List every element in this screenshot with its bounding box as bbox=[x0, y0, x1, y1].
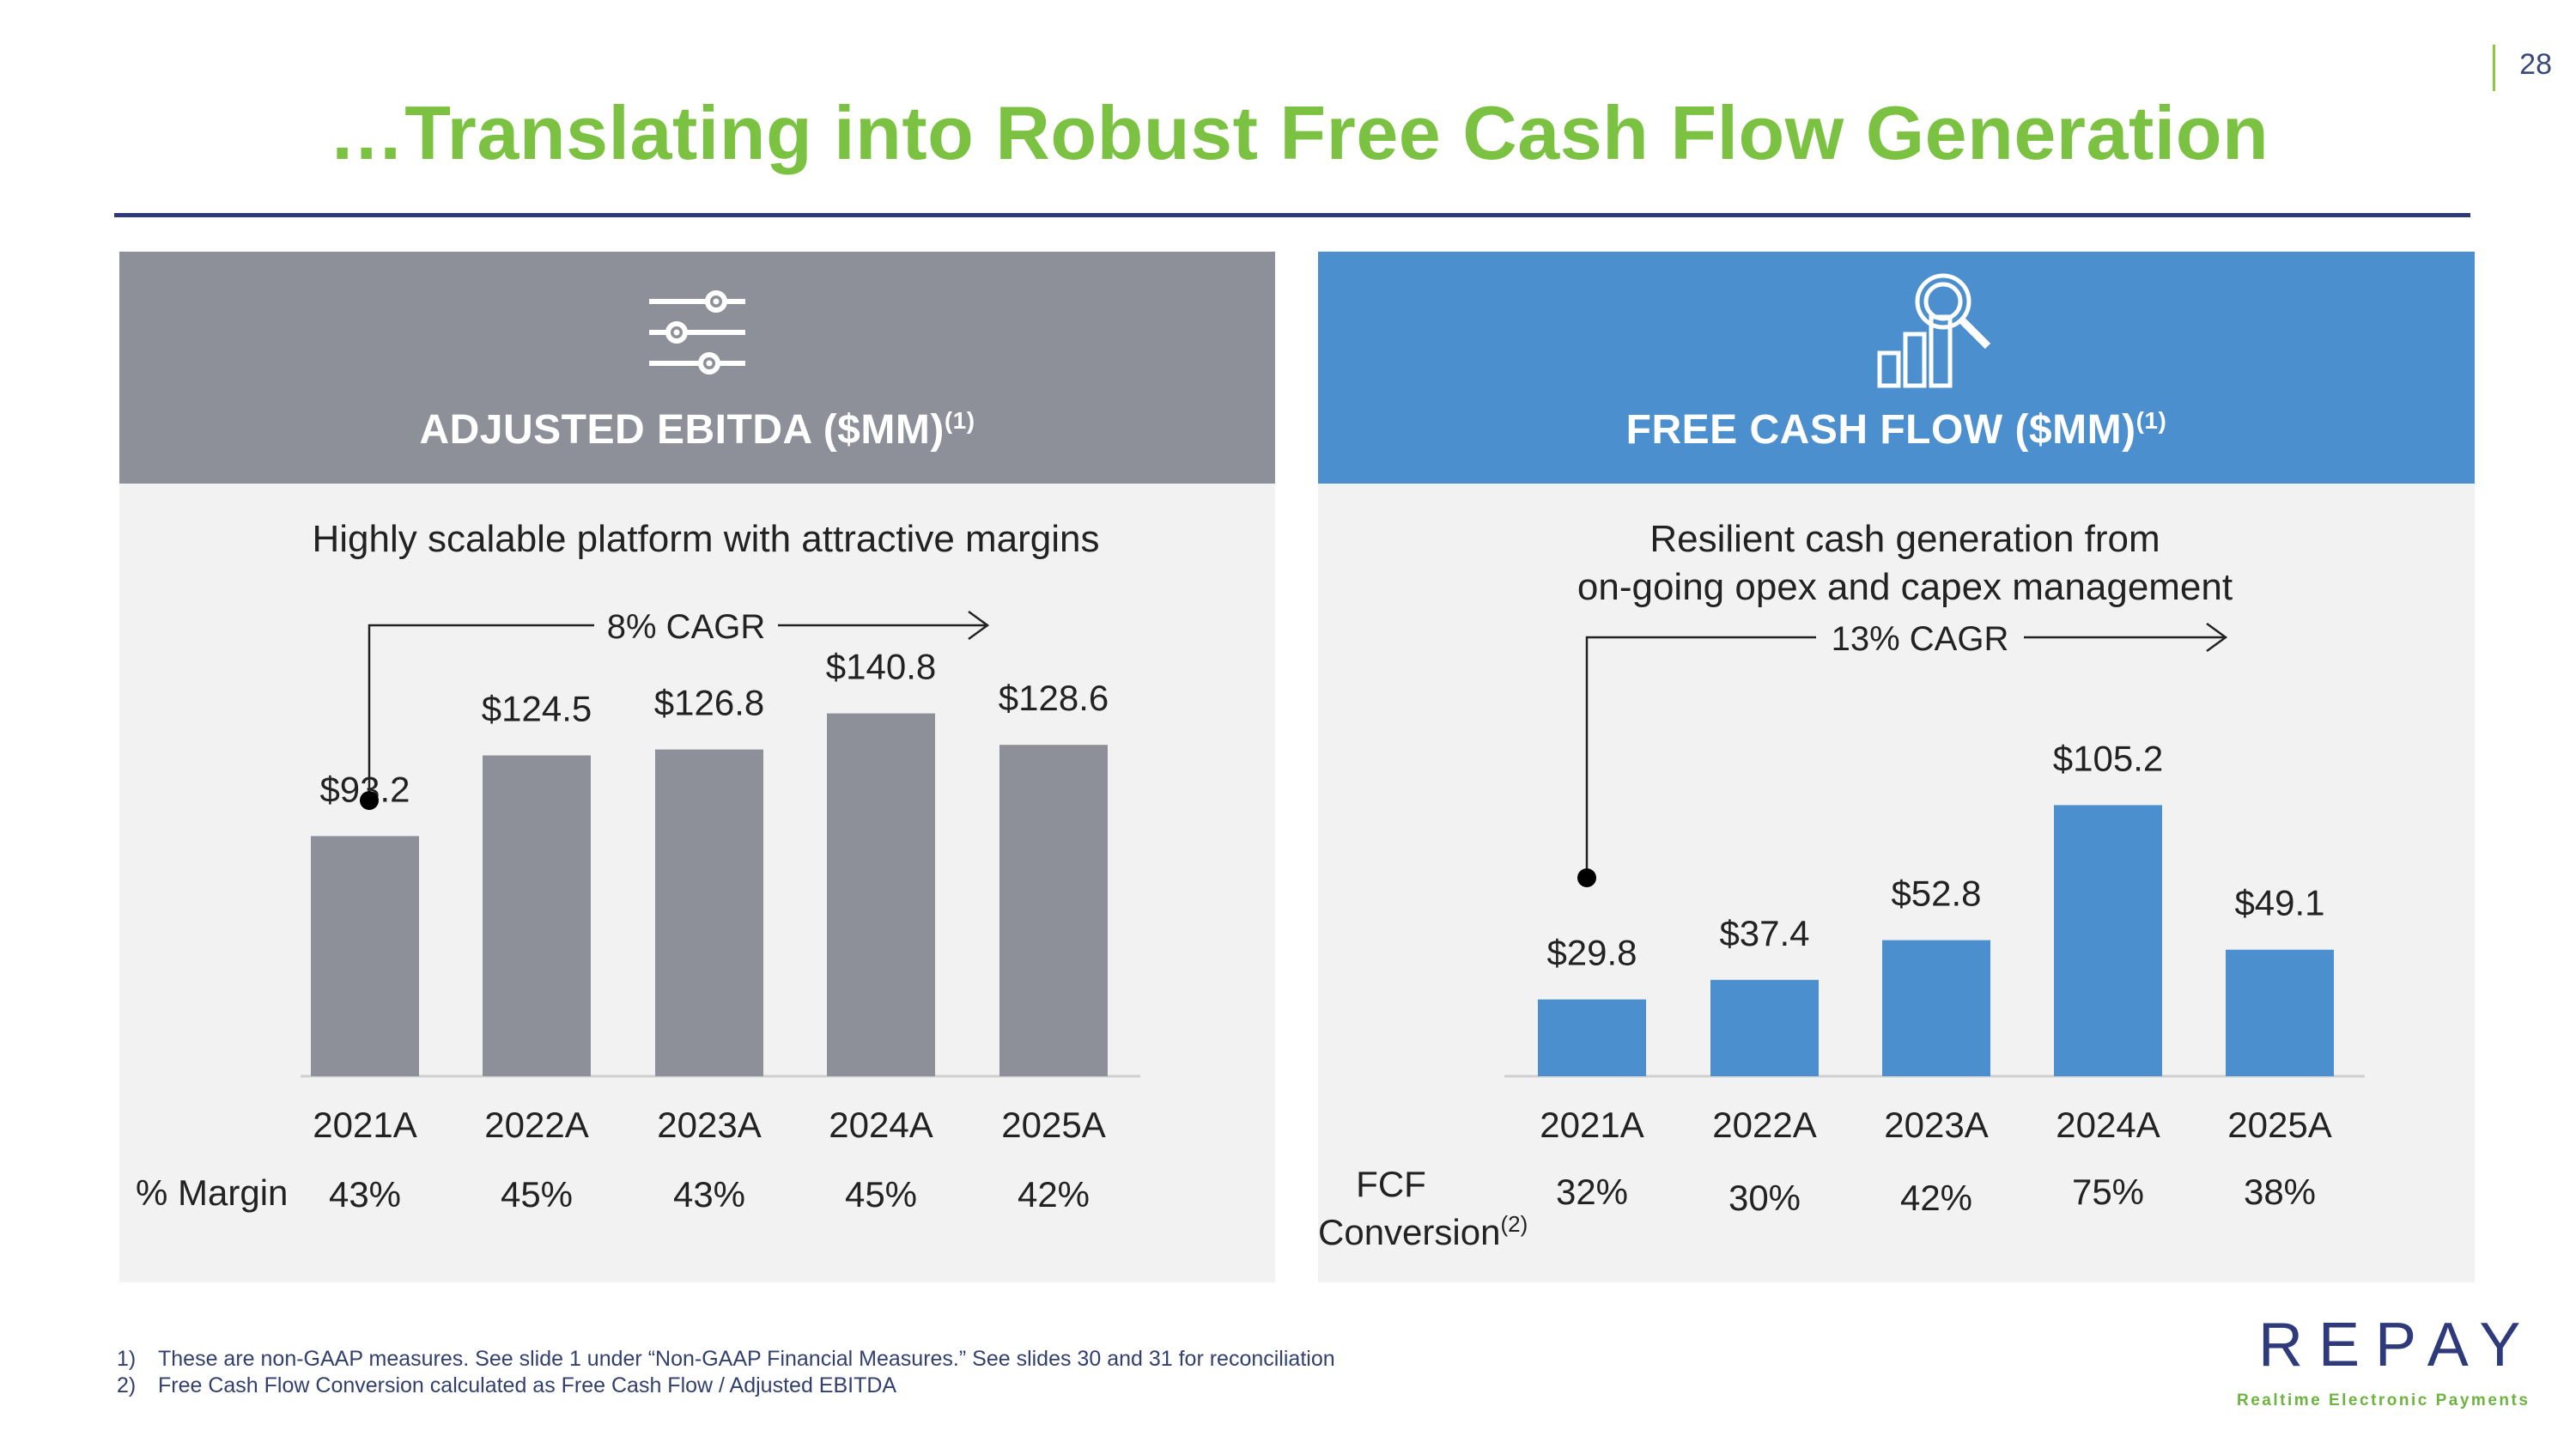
fcf-value-label-2025A: $49.1 bbox=[2234, 883, 2324, 923]
sliders-icon bbox=[649, 290, 745, 374]
ebitda-bar-2023A bbox=[655, 749, 763, 1076]
fcf-subtitle: Resilient cash generation from on-going … bbox=[1318, 515, 2492, 612]
footnote-1-text: These are non-GAAP measures. See slide 1… bbox=[158, 1347, 1335, 1371]
ebitda-cagr-line bbox=[368, 624, 594, 801]
ebitda-value-label-2023A: $126.8 bbox=[654, 683, 764, 723]
ebitda-category-label-2024A: 2024A bbox=[829, 1105, 933, 1145]
footnote-2: 2) Free Cash Flow Conversion calculated a… bbox=[117, 1373, 896, 1398]
fcf-cagr-dot bbox=[1577, 868, 1596, 887]
ebitda-value-label-2025A: $128.6 bbox=[999, 678, 1109, 718]
slide-title: …Translating into Robust Free Cash Flow … bbox=[328, 90, 2269, 175]
footnote-2-text: Free Cash Flow Conversion calculated as … bbox=[158, 1373, 897, 1397]
ebitda-category-label-2025A: 2025A bbox=[1001, 1105, 1105, 1145]
fcf-header-footnote-ref: (1) bbox=[2136, 407, 2167, 434]
ebitda-category-label-2023A: 2023A bbox=[657, 1105, 761, 1145]
fcf-category-label-2022A: 2022A bbox=[1712, 1105, 1816, 1145]
fcf-bar-2021A bbox=[1538, 999, 1646, 1076]
fcf-cagr-arrowhead bbox=[2206, 622, 2228, 653]
fcf-category-label-2023A: 2023A bbox=[1884, 1105, 1988, 1145]
ebitda-margin-value-2: 43% bbox=[672, 1174, 746, 1215]
ebitda-panel-header: ADJUSTED EBITDA ($MM)(1) bbox=[119, 252, 1275, 484]
ebitda-header-footnote-ref: (1) bbox=[944, 407, 975, 434]
fcf-bar-2024A bbox=[2054, 805, 2162, 1076]
fcf-value-label-2024A: $105.2 bbox=[2053, 738, 2163, 778]
fcf-header-text: FREE CASH FLOW ($MM) bbox=[1625, 407, 2136, 453]
footnote-2-number: 2) bbox=[117, 1373, 137, 1397]
ebitda-cagr-dot bbox=[360, 791, 379, 810]
repay-logo: REPAY bbox=[2258, 1311, 2537, 1379]
fcf-conversion-value-1: 30% bbox=[1728, 1178, 1801, 1218]
ebitda-bar-2021A bbox=[311, 836, 419, 1076]
fcf-conversion-value-0: 32% bbox=[1555, 1172, 1629, 1212]
fcf-conversion-value-3: 75% bbox=[2071, 1172, 2145, 1212]
fcf-subtitle-line2: on-going opex and capex management bbox=[1577, 566, 2233, 608]
repay-logo-tagline: Realtime Electronic Payments bbox=[2237, 1391, 2530, 1409]
fcf-value-label-2022A: $37.4 bbox=[1719, 913, 1809, 953]
ebitda-cagr-label: 8% CAGR bbox=[607, 608, 766, 646]
fcf-header-title: FREE CASH FLOW ($MM)(1) bbox=[1318, 406, 2475, 454]
ebitda-header-text: ADJUSTED EBITDA ($MM) bbox=[419, 407, 945, 453]
fcf-category-label-2024A: 2024A bbox=[2056, 1105, 2160, 1145]
ebitda-header-title: ADJUSTED EBITDA ($MM)(1) bbox=[119, 406, 1275, 454]
ebitda-margin-value-1: 45% bbox=[500, 1174, 574, 1215]
fcf-bar-2025A bbox=[2226, 949, 2334, 1076]
fcf-bar-2022A bbox=[1710, 979, 1819, 1076]
ebitda-margin-value-3: 45% bbox=[844, 1174, 918, 1215]
ebitda-value-label-2024A: $140.8 bbox=[826, 647, 936, 687]
fcf-conversion-value-2: 42% bbox=[1899, 1178, 1973, 1218]
fcf-conversion-value-4: 38% bbox=[2243, 1172, 2317, 1212]
ebitda-margin-value-0: 43% bbox=[328, 1174, 402, 1215]
fcf-category-label-2025A: 2025A bbox=[2227, 1105, 2331, 1145]
footnote-1-number: 1) bbox=[117, 1347, 137, 1371]
title-divider bbox=[114, 213, 2470, 217]
ebitda-bar-2024A bbox=[827, 713, 935, 1076]
fcf-subtitle-line1: Resilient cash generation from bbox=[1649, 518, 2160, 560]
ebitda-bar-2022A bbox=[483, 755, 591, 1076]
footnote-1: 1) These are non-GAAP measures. See slide… bbox=[117, 1347, 1335, 1372]
fcf-bar-2023A bbox=[1882, 940, 1990, 1076]
ebitda-margin-label: % Margin bbox=[136, 1172, 289, 1213]
ebitda-category-label-2022A: 2022A bbox=[484, 1105, 588, 1145]
ebitda-category-label-2021A: 2021A bbox=[313, 1105, 416, 1145]
fcf-conversion-footnote-ref: (2) bbox=[1500, 1211, 1528, 1237]
fcf-value-label-2023A: $52.8 bbox=[1891, 874, 1981, 914]
fcf-cagr-line bbox=[1585, 636, 1816, 878]
fcf-panel-header: FREE CASH FLOW ($MM)(1) bbox=[1318, 252, 2475, 484]
page-number-divider bbox=[2493, 45, 2495, 91]
ebitda-cagr-arrowhead bbox=[968, 610, 990, 641]
ebitda-bar-2025A bbox=[999, 745, 1108, 1076]
fcf-value-label-2021A: $29.8 bbox=[1546, 933, 1637, 973]
fcf-conversion-label-line1: FCF bbox=[1356, 1164, 1426, 1204]
bar-chart-magnifier-icon bbox=[1877, 273, 1991, 388]
fcf-conversion-label-line2: Conversion bbox=[1318, 1212, 1501, 1252]
page-number: 28 bbox=[2519, 48, 2552, 81]
fcf-category-label-2021A: 2021A bbox=[1540, 1105, 1643, 1145]
ebitda-margin-value-4: 42% bbox=[1017, 1174, 1091, 1215]
ebitda-subtitle: Highly scalable platform with attractive… bbox=[312, 518, 1100, 560]
fcf-cagr-label: 13% CAGR bbox=[1832, 620, 2009, 658]
ebitda-value-label-2022A: $124.5 bbox=[482, 689, 592, 729]
fcf-conversion-label: FCF Conversion(2) bbox=[1318, 1164, 1528, 1252]
